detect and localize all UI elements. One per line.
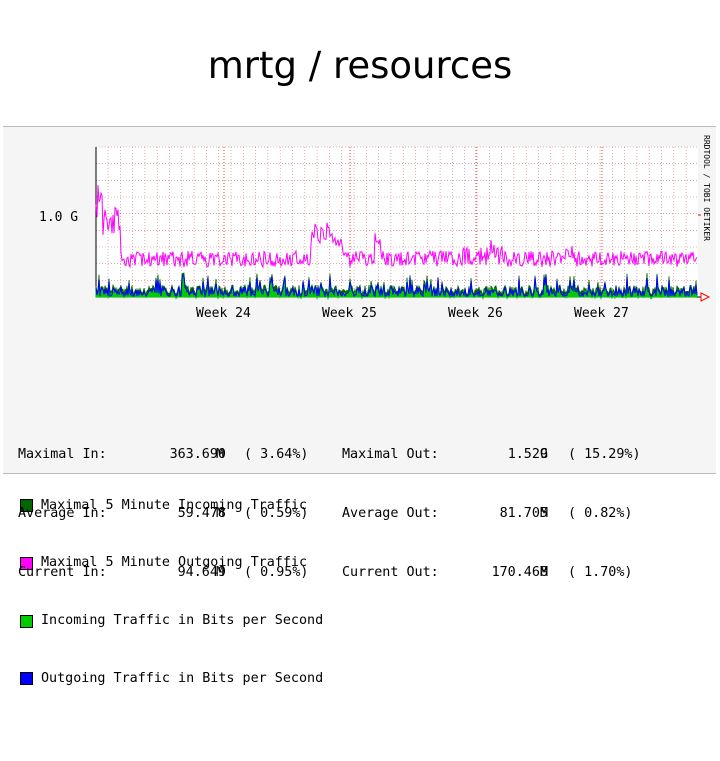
stat-pct-in: ( 0.59%) (244, 505, 309, 521)
series-outgoing (95, 274, 698, 298)
stat-value-in: 94.649 (177, 565, 226, 581)
stat-pct-in: ( 0.95%) (244, 565, 309, 581)
legend-label: Maximal 5 Minute Incoming Traffic (41, 497, 308, 513)
legend-swatch-max-in (20, 498, 33, 512)
stat-unit-in: M (216, 505, 225, 521)
stat-pct-out: ( 15.29%) (568, 446, 641, 462)
stat-label-out: Maximal Out: (342, 446, 439, 462)
stat-unit-in: M (216, 446, 225, 462)
stat-pct-in: ( 3.64%) (244, 446, 309, 462)
x-axis-arrow (700, 292, 711, 302)
stat-label-in: Maximal In: (18, 446, 107, 462)
stat-unit-out: M (540, 565, 549, 581)
y-tick-label: 1.0 G (39, 210, 78, 225)
legend-item: Incoming Traffic in Bits per Second (19, 611, 323, 630)
stat-row-maximal: Maximal In: 363.690 M ( 3.64%) Maximal O… (18, 445, 698, 465)
mrtg-graph-panel: 1.0 G Week 24 Week 25 Week 26 Week 27 RRDTO… (3, 126, 716, 686)
x-tick-label: Week 27 (574, 306, 629, 321)
legend-item: Outgoing Traffic in Bits per Second (19, 669, 323, 688)
x-tick-label: Week 24 (196, 306, 251, 321)
stat-value-out: 81.705 (499, 505, 548, 521)
slide-title: mrtg / resources (207, 44, 513, 87)
legend-label: Outgoing Traffic in Bits per Second (41, 671, 324, 687)
stat-label-in: Current In: (18, 565, 107, 581)
stat-pct-out: ( 0.82%) (568, 505, 633, 521)
stat-row-average: Average In: 59.478 M ( 0.59%) Average Ou… (18, 504, 698, 524)
stat-value-in: 363.690 (169, 446, 226, 462)
stat-label-out: Current Out: (342, 565, 439, 581)
traffic-chart: 1.0 G Week 24 Week 25 Week 26 Week 27 RRDTO… (39, 135, 711, 321)
stat-label-out: Average Out: (342, 505, 439, 521)
stat-unit-in: M (216, 565, 225, 581)
x-tick-label: Week 26 (448, 306, 503, 321)
stat-label-in: Average In: (18, 505, 107, 521)
stat-row-current: Current In: 94.649 M ( 0.95%) Current Ou… (18, 563, 698, 583)
stat-value-in: 59.478 (177, 505, 226, 521)
stat-value-out: 1.529 (507, 446, 548, 462)
legend-label: Incoming Traffic in Bits per Second (41, 613, 324, 629)
legend-item: Maximal 5 Minute Incoming Traffic (19, 496, 323, 515)
summary-stats: Maximal In: 363.690 M ( 3.64%) Maximal O… (18, 405, 698, 603)
stat-unit-out: M (540, 505, 549, 521)
stat-pct-out: ( 1.70%) (568, 565, 633, 581)
stat-value-out: 170.468 (491, 565, 548, 581)
series-max-outgoing (95, 185, 698, 269)
stat-unit-out: G (540, 446, 549, 462)
x-tick-label: Week 25 (322, 306, 377, 321)
plot-area (96, 147, 698, 297)
side-label: RRDTOOL / TOBI OETIKER (702, 135, 711, 241)
